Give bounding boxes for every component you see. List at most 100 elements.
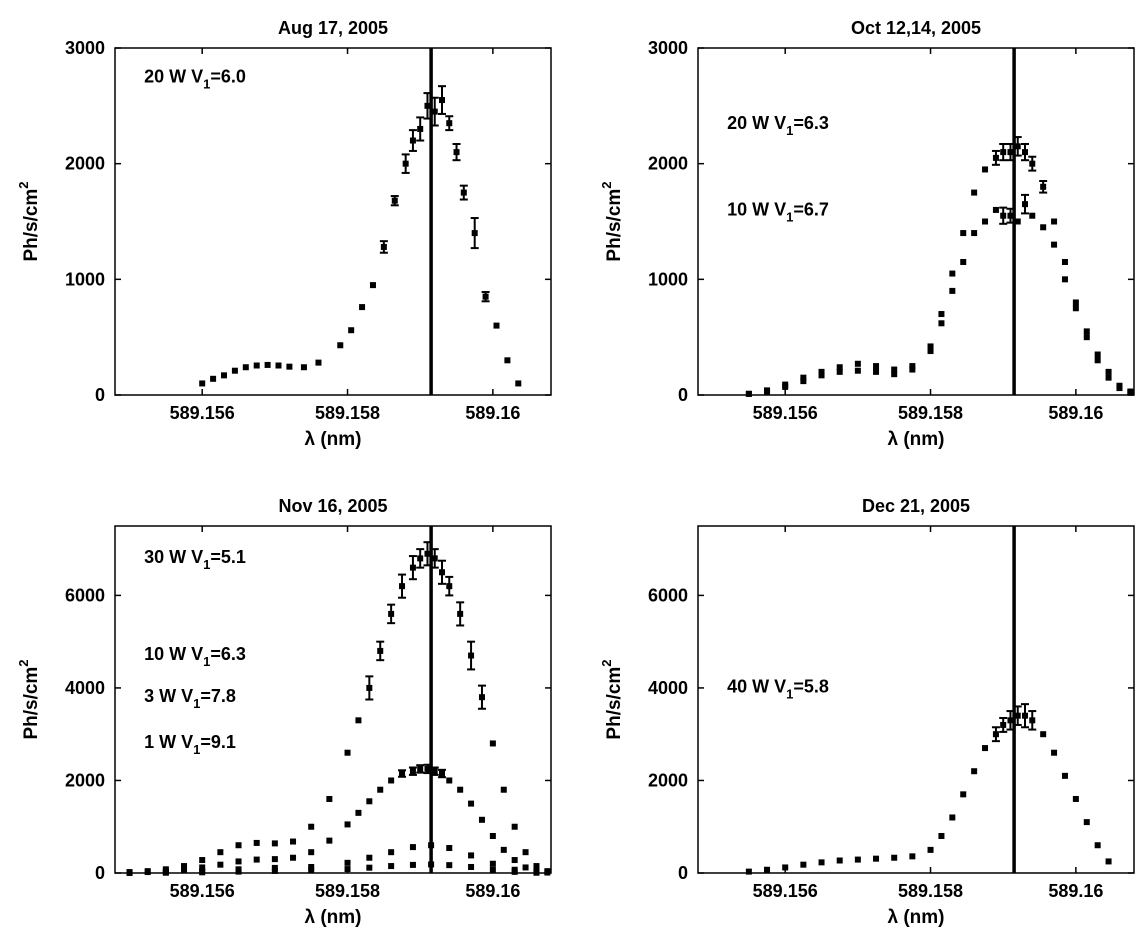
plot-3-data-point [424, 765, 431, 772]
plot-3-data-point [446, 583, 453, 590]
plot-2-ytick-label: 3000 [648, 38, 688, 58]
plot-2-ytick-label: 1000 [648, 269, 688, 289]
plot-1-ytick-label: 2000 [65, 154, 105, 174]
plot-3-data-point [344, 859, 351, 866]
plot-3-data-point [144, 869, 151, 876]
plot-3-data-point [431, 768, 438, 775]
plot-2-data-point [992, 206, 999, 213]
plot-2-data-point [873, 363, 880, 370]
plot-1-data-point [380, 243, 387, 250]
plot-4-data-point [1051, 749, 1058, 756]
plot-2-data-point [1022, 149, 1028, 156]
plot-1-data-point [504, 357, 511, 364]
plot-3-data-point [439, 770, 445, 777]
plot-1-data-point [424, 102, 431, 109]
plot-2-series-1 [745, 136, 1134, 397]
plot-2-data-point [1083, 328, 1090, 335]
plot-4-data-point [909, 853, 916, 860]
plot-1-annotation: 20 W V1=6.0 [144, 67, 246, 92]
plot-2-data-point [982, 218, 989, 225]
plot-1-xtick-label: 589.158 [315, 403, 380, 423]
plot-3-data-point [468, 652, 475, 659]
plot-3-xtick-label: 589.158 [315, 881, 380, 901]
plot-1-data-point [482, 293, 489, 300]
plot-2-data-point [938, 320, 945, 327]
plot-3-data-point [457, 610, 464, 617]
plot-2-data-point [782, 383, 789, 390]
plot-2-data-point [873, 368, 880, 375]
plot-2-ytick-label: 2000 [648, 154, 688, 174]
plot-4: Dec 21, 2005 589.156 589.158 589.16 0 2000 400… [599, 496, 1135, 928]
plot-4-data-point [938, 832, 945, 839]
plot-2-annotation-value: =6.7 [793, 200, 829, 220]
plot-1-title: Aug 17, 2005 [278, 18, 388, 38]
plot-2-frame [697, 47, 1135, 396]
plot-4-ytick-label: 2000 [648, 770, 688, 790]
plot-1-data-point [391, 197, 398, 204]
plot-1-data-point [439, 97, 445, 104]
plot-4-ylabel: Ph/s/cm2 [599, 659, 625, 739]
plot-2-series-2 [745, 193, 1134, 397]
plot-1-data-point [359, 304, 366, 311]
plot-4-data-point [1029, 717, 1036, 724]
plot-4-data-point [1094, 842, 1101, 849]
plot-3-data-point [308, 863, 315, 870]
plot-4-data-point [1061, 772, 1068, 779]
plot-3-annotation: 30 W V1=5.1 [144, 547, 246, 572]
plot-2-data-point [938, 311, 945, 318]
plot-3-annotation: 3 W V1=7.8 [144, 686, 236, 711]
plot-3: Nov 16, 2005 589.156 589.158 589.16 0 2000 400… [16, 496, 552, 928]
plot-4-annotation-value: =5.8 [793, 677, 829, 697]
plot-3-data-point [468, 800, 475, 807]
plot-3-data-point [439, 569, 445, 576]
plot-1-data-point [275, 362, 282, 369]
plot-3-series-2 [126, 763, 551, 876]
plot-1-data-point [417, 125, 424, 132]
plot-1-data-point [264, 361, 271, 368]
plot-2-annotation-main: 20 W V [727, 113, 786, 133]
plot-1-ytick-label: 3000 [65, 38, 105, 58]
plot-3-annotation-sub: 1 [193, 696, 200, 711]
plot-3-data-point [409, 564, 416, 571]
plot-2-data-point [836, 364, 843, 371]
plot-2-data-point [1094, 357, 1101, 364]
plot-3-data-point [308, 823, 315, 830]
plot-1-data-point [286, 363, 293, 370]
plot-2-data-point [1127, 389, 1134, 396]
plot-2-annotation-sub: 1 [786, 123, 793, 138]
plot-4-data-point [873, 855, 880, 862]
plot-2-annotation-sub: 1 [786, 210, 793, 225]
plot-2-data-point [1051, 241, 1058, 248]
plot-3-annotation: 10 W V1=6.3 [144, 644, 246, 669]
plot-3-data-point [478, 816, 485, 823]
plot-3-data-point [366, 684, 373, 691]
plot-3-data-point [533, 869, 540, 876]
plot-1-data-point [231, 367, 238, 374]
plot-3-data-point [308, 867, 315, 874]
plot-2-xlabel: λ (nm) [888, 429, 945, 450]
plot-4-data-point [960, 791, 967, 798]
plot-1-data-point [348, 327, 355, 334]
plot-4-ytick-label: 6000 [648, 585, 688, 605]
plot-4-data-point [1000, 721, 1007, 728]
plot-3-data-point [355, 717, 362, 724]
plot-1-data-point [199, 380, 206, 387]
plot-4-ytick-label: 0 [678, 863, 688, 883]
plot-4-data-point [982, 745, 989, 752]
plot-3-data-point [457, 786, 464, 793]
plot-4-title: Dec 21, 2005 [862, 496, 970, 516]
plot-2-data-point [1000, 149, 1007, 156]
plot-3-data-point [511, 868, 518, 875]
plot-3-xlabel: λ (nm) [305, 907, 362, 928]
plot-3-data-point [446, 845, 453, 852]
plot-1-data-point [471, 230, 478, 237]
plot-3-data-point [409, 844, 416, 851]
plot-2-data-point [1040, 183, 1047, 190]
plot-2-data-point [1007, 212, 1014, 219]
plot-4-xlabel: λ (nm) [888, 907, 945, 928]
plot-1-ylabel-sup: 2 [16, 181, 31, 188]
plot-2-data-point [1014, 218, 1021, 225]
plot-2-data-point [800, 378, 807, 385]
plot-1-frame [114, 47, 552, 396]
